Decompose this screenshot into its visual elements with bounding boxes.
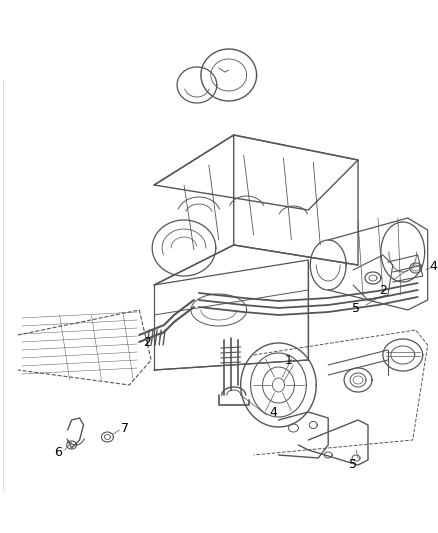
Text: 4: 4	[269, 406, 277, 418]
Text: 1: 1	[285, 353, 292, 367]
Text: 6: 6	[54, 446, 62, 458]
Text: 5: 5	[349, 458, 357, 472]
Text: 7: 7	[121, 422, 129, 434]
Text: 5: 5	[352, 302, 360, 314]
Text: 4: 4	[430, 260, 438, 272]
Text: 2: 2	[379, 284, 387, 296]
Text: 2: 2	[143, 335, 151, 349]
